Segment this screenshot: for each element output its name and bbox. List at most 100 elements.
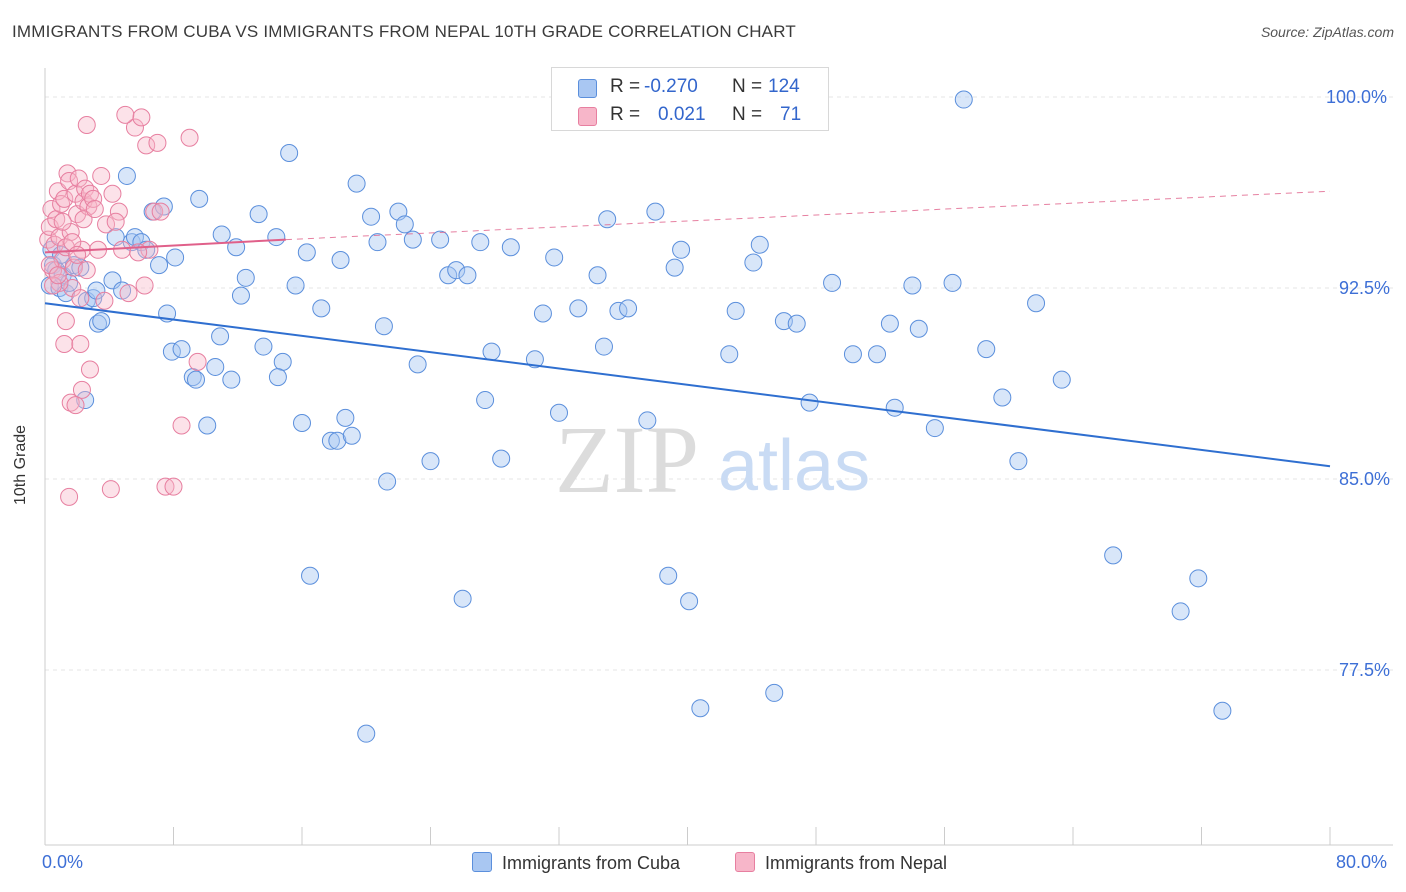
cuba-point	[421, 452, 440, 471]
cuba-point	[545, 248, 564, 267]
cuba-point	[198, 416, 217, 435]
cuba-point	[680, 592, 699, 611]
cuba-trend-line	[44, 302, 1331, 468]
cuba-point	[885, 398, 904, 417]
cuba-point	[342, 426, 361, 445]
nepal-r-value: 0.021	[658, 104, 706, 125]
cuba-point	[166, 248, 185, 267]
cuba-point	[211, 327, 230, 346]
cuba-point	[447, 261, 466, 280]
stats-row-nepal: R = 0.021 N = 71	[552, 102, 828, 130]
series-nepal-points	[39, 105, 207, 506]
cuba-point	[1052, 370, 1071, 389]
y-tick-92-5: 92.5%	[1339, 278, 1391, 298]
cuba-n-label: N =	[732, 76, 763, 97]
cuba-point	[550, 403, 568, 422]
cuba-point	[42, 240, 61, 259]
nepal-point	[68, 245, 87, 264]
chart-title: IMMIGRANTS FROM CUBA VS IMMIGRANTS FROM …	[12, 22, 796, 41]
watermark-zip: ZIP	[555, 406, 699, 513]
nepal-swatch-icon	[578, 107, 597, 126]
cuba-point	[280, 144, 299, 163]
nepal-point	[135, 276, 154, 295]
cuba-point	[954, 90, 973, 109]
trend-lines	[44, 190, 1331, 468]
cuba-point	[1009, 452, 1028, 471]
x-tick-min: 0.0%	[42, 852, 84, 872]
nepal-point	[132, 108, 151, 127]
nepal-point	[109, 202, 128, 221]
nepal-point	[74, 210, 93, 229]
cuba-swatch-icon	[578, 79, 597, 98]
nepal-point	[42, 200, 61, 219]
cuba-point	[301, 566, 320, 585]
stats-legend: R = -0.270 N = 124 R = 0.021 N = 71	[551, 67, 829, 131]
nepal-point	[106, 212, 125, 231]
nepal-point	[125, 118, 144, 137]
cuba-point	[744, 253, 763, 272]
nepal-point	[101, 480, 120, 499]
nepal-point	[103, 184, 122, 203]
cuba-point	[408, 355, 427, 374]
cuba-point	[1104, 546, 1123, 565]
cuba-point	[267, 228, 286, 247]
nepal-point	[71, 289, 90, 308]
y-axis-title-wrap: 10th Grade	[12, 425, 36, 625]
cuba-point	[347, 174, 366, 193]
nepal-point	[151, 202, 170, 221]
y-tick-100: 100.0%	[1326, 87, 1388, 107]
cuba-point	[750, 235, 769, 254]
cuba-point	[458, 266, 477, 285]
cuba-point	[482, 342, 501, 361]
nepal-point	[48, 266, 67, 285]
cuba-point	[172, 340, 191, 359]
legend-item-nepal: Immigrants from Nepal	[735, 852, 947, 874]
cuba-point	[336, 408, 355, 427]
cuba-point	[525, 350, 544, 369]
cuba-point	[268, 368, 287, 387]
cuba-point	[117, 166, 136, 185]
cuba-point	[431, 230, 450, 249]
y-tick-77-5: 77.5%	[1339, 660, 1391, 680]
nepal-point	[44, 276, 63, 295]
cuba-point	[293, 413, 311, 432]
cuba-point	[492, 449, 511, 468]
cuba-point	[880, 314, 899, 333]
nepal-point	[172, 416, 191, 435]
nepal-point	[52, 194, 71, 213]
nepal-point	[55, 189, 74, 208]
cuba-point	[588, 266, 607, 285]
cuba-point	[154, 197, 173, 216]
cuba-point	[471, 233, 490, 252]
nepal-point	[72, 380, 91, 399]
cuba-point	[659, 566, 678, 585]
watermark: ZIP atlas	[555, 406, 870, 513]
nepal-point	[137, 136, 156, 155]
nepal-point	[56, 312, 75, 331]
cuba-point	[594, 337, 613, 356]
y-tick-85: 85.0%	[1339, 469, 1391, 489]
nepal-point	[58, 164, 77, 183]
cuba-point	[453, 589, 472, 608]
cuba-point	[1027, 294, 1046, 313]
cuba-point	[672, 240, 691, 259]
nepal-point	[69, 169, 88, 188]
cuba-point	[977, 340, 996, 359]
nepal-point	[145, 202, 164, 221]
cuba-point	[89, 314, 108, 333]
nepal-point	[60, 487, 79, 506]
cuba-point	[691, 699, 710, 718]
cuba-point	[765, 683, 784, 702]
cuba-point	[236, 268, 255, 287]
nepal-point	[55, 335, 74, 354]
cuba-point	[943, 273, 962, 292]
cuba-point	[374, 317, 393, 336]
x-tick-max: 80.0%	[1336, 852, 1388, 872]
cuba-point	[286, 276, 305, 295]
cuba-point	[1213, 701, 1232, 720]
nepal-point	[92, 166, 111, 185]
cuba-point	[395, 215, 414, 234]
cuba-point	[150, 256, 169, 275]
cuba-point	[993, 388, 1012, 407]
cuba-r-label: R =	[610, 76, 641, 97]
